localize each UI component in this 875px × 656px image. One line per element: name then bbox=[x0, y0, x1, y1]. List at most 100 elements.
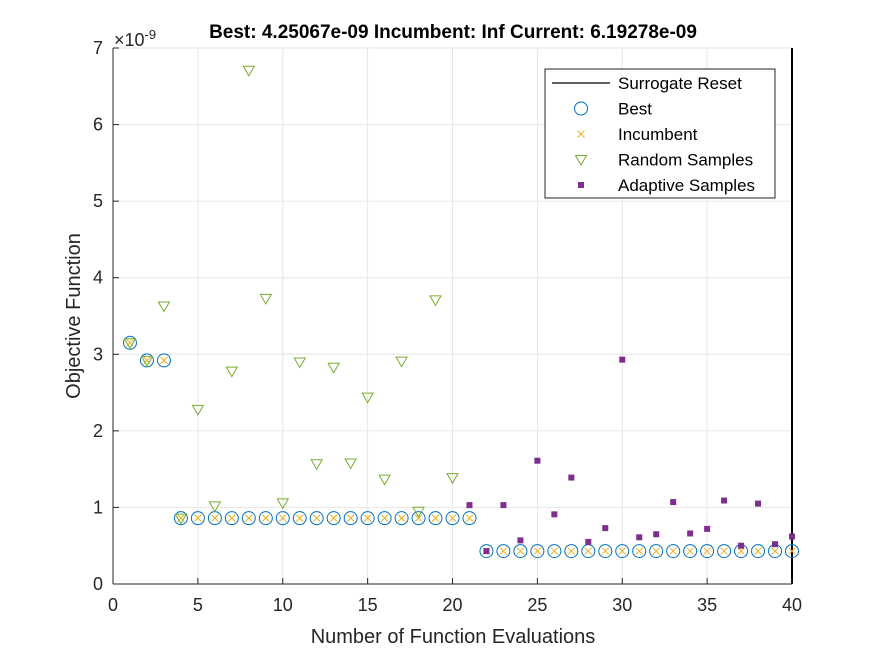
x-tick-label: 10 bbox=[273, 595, 293, 615]
incumbent-point bbox=[397, 514, 406, 523]
legend-label: Surrogate Reset bbox=[618, 74, 742, 93]
best-point bbox=[564, 544, 579, 559]
random-sample-point bbox=[429, 295, 442, 307]
random-sample-point bbox=[344, 458, 358, 470]
x-tick-label: 15 bbox=[358, 595, 378, 615]
random-sample-point bbox=[242, 65, 256, 77]
incumbent-point bbox=[584, 547, 593, 555]
adaptive-sample-point bbox=[466, 502, 473, 509]
incumbent-stroke bbox=[160, 356, 168, 365]
random-sample-point bbox=[191, 404, 205, 416]
incumbent-point bbox=[618, 547, 627, 555]
incumbent-point bbox=[771, 547, 779, 555]
incumbent-point bbox=[516, 547, 525, 555]
incumbent-point bbox=[431, 514, 440, 523]
incumbent-stroke bbox=[448, 514, 457, 523]
incumbent-stroke bbox=[295, 514, 304, 523]
incumbent-point bbox=[533, 547, 542, 555]
best-point bbox=[224, 511, 239, 526]
incumbent-stroke bbox=[686, 547, 695, 555]
legend-label: Best bbox=[618, 100, 652, 119]
incumbent-stroke bbox=[550, 547, 559, 555]
incumbent-stroke bbox=[567, 547, 576, 555]
best-point bbox=[377, 511, 392, 526]
best-point bbox=[190, 511, 205, 526]
incumbent-point bbox=[720, 547, 728, 555]
random-sample-points bbox=[123, 65, 459, 525]
best-point bbox=[649, 544, 664, 559]
best-point bbox=[394, 511, 409, 526]
incumbent-stroke bbox=[516, 547, 525, 555]
incumbent-stroke bbox=[771, 547, 779, 555]
legend-label: Adaptive Samples bbox=[618, 176, 755, 195]
best-point bbox=[343, 511, 358, 526]
adaptive-sample-point bbox=[551, 511, 558, 518]
incumbent-stroke bbox=[363, 514, 372, 523]
y-tick-label: 1 bbox=[93, 497, 103, 517]
incumbent-stroke bbox=[720, 547, 728, 555]
random-sample-point bbox=[208, 501, 222, 513]
incumbent-stroke bbox=[499, 547, 508, 555]
best-point bbox=[785, 544, 799, 559]
legend: Surrogate Reset Best Incumbent Random Sampl… bbox=[544, 68, 776, 199]
legend-marker-swatch bbox=[577, 130, 585, 138]
adaptive-sample-point bbox=[755, 500, 762, 507]
incumbent-stroke bbox=[601, 547, 610, 555]
x-axis-label: Number of Function Evaluations bbox=[311, 626, 596, 648]
incumbent-point bbox=[227, 514, 236, 523]
incumbent-stroke bbox=[329, 514, 338, 523]
random-sample-point bbox=[446, 473, 459, 485]
incumbent-stroke bbox=[346, 514, 355, 523]
incumbent-point bbox=[380, 514, 389, 523]
best-point bbox=[479, 544, 494, 559]
x-tick-label: 35 bbox=[697, 595, 717, 615]
legend-item: Best bbox=[574, 100, 652, 119]
incumbent-stroke bbox=[577, 130, 585, 138]
y-exponent-power: -9 bbox=[145, 27, 157, 42]
y-axis-label: Objective Function bbox=[63, 233, 85, 399]
incumbent-stroke bbox=[465, 514, 474, 523]
adaptive-sample-point bbox=[636, 534, 643, 541]
data-series bbox=[122, 48, 799, 584]
incumbent-stroke bbox=[788, 547, 796, 555]
adaptive-sample-point bbox=[483, 548, 490, 555]
incumbent-stroke bbox=[703, 547, 711, 555]
best-point bbox=[156, 353, 171, 368]
incumbent-point bbox=[261, 514, 270, 523]
random-sample-point bbox=[412, 506, 425, 518]
best-point bbox=[547, 544, 562, 559]
x-tick-label: 5 bbox=[193, 595, 203, 615]
best-point bbox=[666, 544, 681, 559]
adaptive-sample-point bbox=[789, 533, 795, 540]
incumbent-point bbox=[448, 514, 457, 523]
incumbent-stroke bbox=[278, 514, 287, 523]
incumbent-point bbox=[329, 514, 338, 523]
adaptive-sample-point bbox=[500, 502, 507, 509]
incumbent-stroke bbox=[635, 547, 644, 555]
x-tick-label: 20 bbox=[442, 595, 462, 615]
best-point bbox=[139, 353, 154, 368]
best-point bbox=[683, 544, 698, 559]
incumbent-point bbox=[686, 547, 695, 555]
best-points bbox=[122, 335, 799, 559]
best-point bbox=[360, 511, 375, 526]
incumbent-point bbox=[788, 547, 796, 555]
incumbent-point bbox=[550, 547, 559, 555]
incumbent-point bbox=[499, 547, 508, 555]
best-point bbox=[326, 511, 341, 526]
random-sample-point bbox=[361, 392, 374, 404]
legend-label: Incumbent bbox=[618, 125, 698, 144]
x-tick-label: 40 bbox=[782, 595, 802, 615]
adaptive-sample-point bbox=[602, 525, 609, 532]
incumbent-point bbox=[465, 514, 474, 523]
incumbent-stroke bbox=[754, 547, 762, 555]
best-point bbox=[445, 511, 460, 526]
incumbent-stroke bbox=[380, 514, 389, 523]
random-sample-point bbox=[310, 459, 324, 471]
y-tick-label: 4 bbox=[93, 268, 103, 288]
legend-item: Adaptive Samples bbox=[578, 176, 755, 195]
y-tick-label: 6 bbox=[93, 115, 103, 135]
incumbent-stroke bbox=[227, 514, 236, 523]
y-tick-label: 7 bbox=[93, 38, 103, 58]
